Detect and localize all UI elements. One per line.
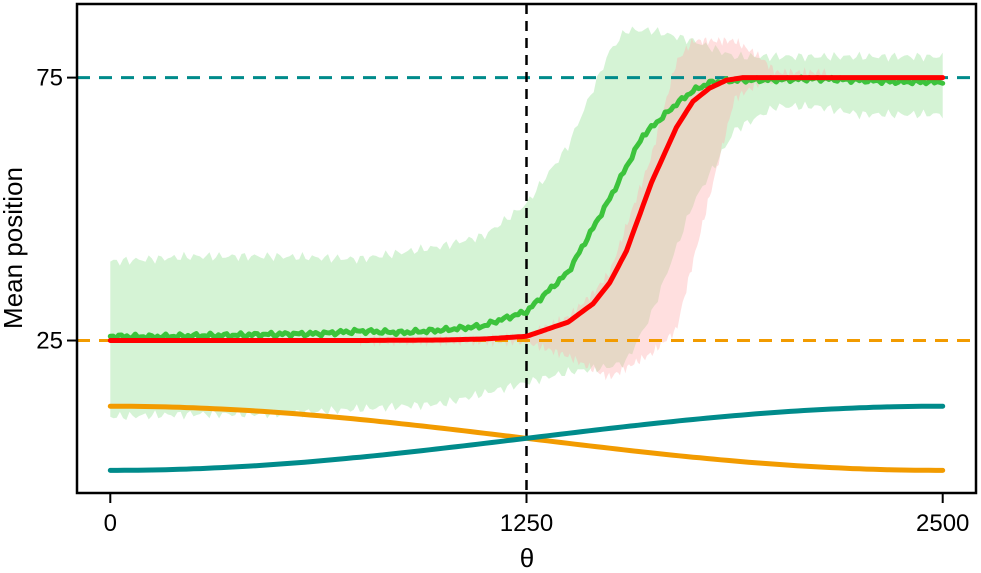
y-tick-label: 25 [36, 328, 63, 355]
x-tick-label: 0 [104, 510, 117, 537]
y-tick-label: 75 [36, 65, 63, 92]
x-axis-label: θ [520, 543, 534, 573]
series-line-3 [107, 403, 946, 473]
band-1 [360, 37, 827, 381]
series-layer [107, 74, 946, 473]
x-tick-label: 1250 [500, 510, 553, 537]
ticks-layer: 0 1250 2500 25 75 [36, 65, 969, 537]
series-line-1 [107, 75, 946, 343]
band-0 [110, 26, 943, 420]
bands-layer [110, 26, 943, 420]
x-tick-label: 2500 [916, 510, 969, 537]
y-axis-label: Mean position [0, 167, 28, 329]
